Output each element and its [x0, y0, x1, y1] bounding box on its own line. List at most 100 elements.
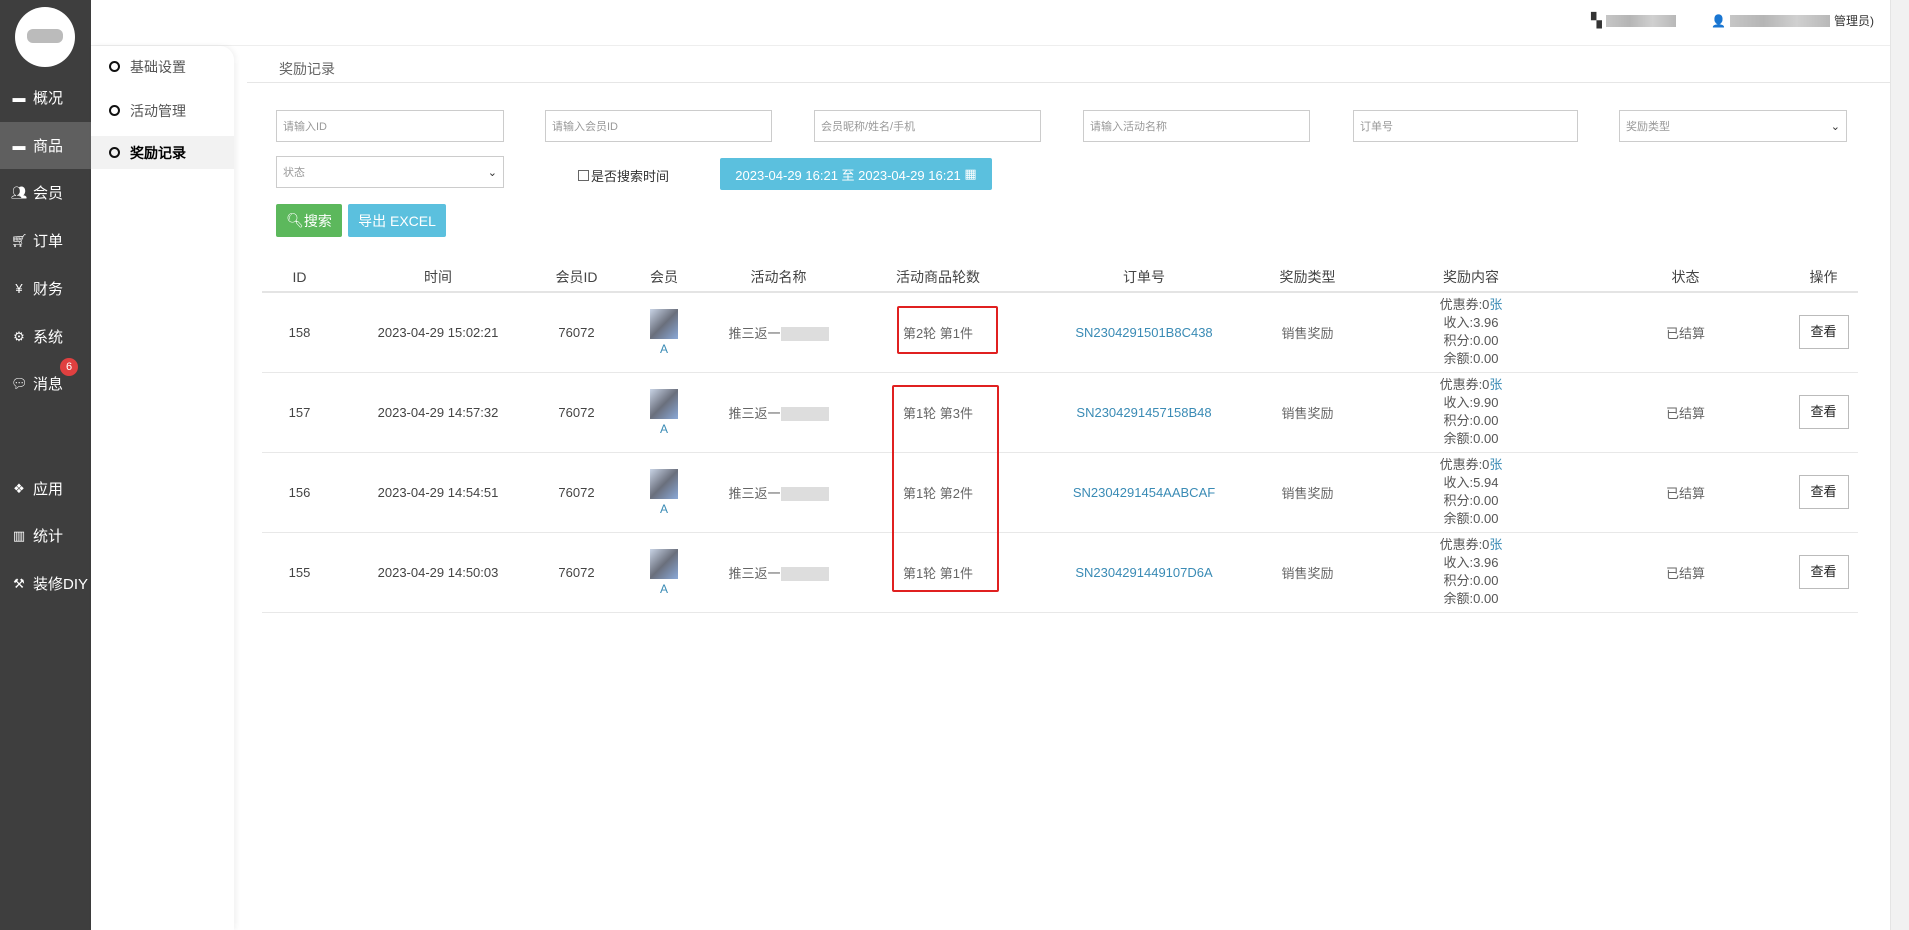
divider: [247, 82, 1890, 83]
member-id: 76072: [539, 372, 614, 453]
view-button[interactable]: 查看: [1798, 555, 1849, 589]
sidebar-item-9[interactable]: ⚒ 装修DIY: [0, 560, 91, 607]
sidebar-item-label: 概况: [33, 90, 64, 107]
sidebar-item-2[interactable]: 👥︎ 会员: [0, 169, 91, 216]
order-number[interactable]: SN2304291454AABCAF: [1033, 452, 1255, 533]
view-button[interactable]: 查看: [1798, 395, 1849, 429]
shop-switch[interactable]: ▚: [1591, 12, 1680, 29]
activity-text: 推三返一: [728, 405, 781, 421]
yen-icon: ¥: [15, 281, 23, 296]
message-badge: 6: [60, 358, 78, 376]
member-cell: A: [614, 452, 714, 533]
sidebar-item-1[interactable]: ▬ 商品: [0, 122, 91, 169]
activity-name-input[interactable]: 请输入活动名称: [1083, 110, 1310, 142]
logo: [15, 7, 75, 67]
selected-value: 奖励类型: [1626, 121, 1670, 133]
action-cell: 查看: [1789, 372, 1858, 453]
search-button[interactable]: 🔍︎ 搜索: [276, 204, 342, 237]
activity-text: 推三返一: [728, 325, 781, 341]
activity-name: 推三返一: [714, 292, 843, 373]
record-id: 157: [262, 372, 337, 453]
sidebar-item-7[interactable]: ❖ 应用: [0, 465, 91, 512]
subnav-activity-management[interactable]: 活动管理: [91, 94, 234, 127]
activity-name: 推三返一: [714, 532, 843, 613]
order-link[interactable]: SN2304291457158B48: [1076, 404, 1212, 420]
points: 积分:0.00: [1443, 413, 1499, 428]
member-name[interactable]: A: [659, 421, 668, 436]
scrollbar[interactable]: [1890, 0, 1909, 930]
member-name[interactable]: A: [659, 341, 668, 356]
reward-records-table: ID 时间 会员ID 会员 活动名称 活动商品轮数 订单号 奖励类型 奖励内容 状态 操作 158 …: [262, 262, 1858, 613]
table-row: 158 2023-04-29 15:02:21 76072 A 推三返一 第2轮…: [262, 292, 1858, 373]
sidebar-item-label: 装修DIY: [33, 576, 89, 593]
order-link[interactable]: SN2304291449107D6A: [1075, 564, 1213, 580]
placeholder: 会员昵称/姓名/手机: [821, 121, 916, 133]
checkbox-box[interactable]: [578, 170, 589, 181]
reward-type-select[interactable]: 奖励类型 ⌄: [1619, 110, 1847, 142]
order-link[interactable]: SN2304291454AABCAF: [1072, 484, 1216, 500]
user-menu[interactable]: 👤 管理员): [1711, 12, 1874, 29]
bar-chart-icon: ▥: [12, 527, 26, 543]
highlight-box: [897, 306, 998, 354]
order-number[interactable]: SN2304291457158B48: [1033, 372, 1255, 453]
column-header: ID: [262, 262, 337, 293]
subnav-label: 活动管理: [130, 102, 186, 119]
order-link[interactable]: SN2304291501B8C438: [1075, 324, 1213, 340]
reward-type: 销售奖励: [1255, 452, 1360, 533]
sidebar-item-label: 会员: [33, 185, 64, 202]
cubes-icon: ❖: [13, 480, 25, 496]
member-name[interactable]: A: [659, 501, 668, 516]
avatar: [650, 388, 678, 419]
highlight-box: [892, 385, 999, 592]
table-row: 157 2023-04-29 14:57:32 76072 A 推三返一 第1轮…: [262, 372, 1858, 453]
coupon: 优惠券:0: [1439, 297, 1490, 313]
subnav-basic-settings[interactable]: 基础设置: [91, 50, 234, 83]
member-input[interactable]: 会员昵称/姓名/手机: [814, 110, 1041, 142]
chevron-down-icon: ⌄: [1830, 120, 1840, 133]
order-number[interactable]: SN2304291501B8C438: [1033, 292, 1255, 373]
date-range-picker[interactable]: 2023-04-29 16:21 至 2023-04-29 16:21 ▦: [720, 158, 992, 190]
sidebar-item-6[interactable]: 💬︎ 消息: [0, 360, 91, 407]
column-header: 状态: [1582, 262, 1789, 293]
balance: 余额:0.00: [1443, 431, 1499, 446]
order-number-input[interactable]: 订单号: [1353, 110, 1578, 142]
reward-type: 销售奖励: [1255, 292, 1360, 373]
points: 积分:0.00: [1443, 493, 1499, 508]
column-header: 会员: [614, 262, 714, 293]
balance: 余额:0.00: [1443, 351, 1499, 367]
column-header: 活动名称: [714, 262, 843, 293]
view-button[interactable]: 查看: [1798, 315, 1849, 350]
column-header: 操作: [1789, 262, 1858, 293]
member-name[interactable]: A: [659, 581, 668, 596]
income: 收入:3.96: [1443, 555, 1499, 570]
sidebar-item-label: 统计: [33, 528, 64, 545]
points: 积分:0.00: [1443, 573, 1499, 588]
sidebar-item-label: 订单: [33, 233, 64, 250]
action-cell: 查看: [1789, 292, 1858, 373]
coupon: 优惠券:0: [1439, 457, 1490, 472]
avatar: [650, 468, 678, 499]
coupon-unit: 张: [1489, 537, 1503, 552]
circle-icon: [109, 105, 120, 116]
coupon-unit: 张: [1489, 377, 1503, 392]
subnav-label: 奖励记录: [130, 144, 186, 161]
sidebar-item-8[interactable]: ▥ 统计: [0, 512, 91, 559]
member-id-input[interactable]: 请输入会员ID: [545, 110, 772, 142]
member-cell: A: [614, 372, 714, 453]
status: 已结算: [1582, 452, 1789, 533]
user-role: 管理员): [1833, 14, 1874, 28]
sidebar-item-3[interactable]: 🛒︎ 订单: [0, 217, 91, 264]
placeholder: 请输入活动名称: [1090, 121, 1167, 133]
activity-name: 推三返一: [714, 372, 843, 453]
sidebar-item-4[interactable]: ¥ 财务: [0, 265, 91, 312]
subnav-reward-records[interactable]: 奖励记录: [91, 136, 234, 169]
sidebar-item-0[interactable]: ▬ 概况: [0, 74, 91, 121]
order-number[interactable]: SN2304291449107D6A: [1033, 532, 1255, 613]
sidebar-item-5[interactable]: ⚙ 系统: [0, 313, 91, 360]
id-input[interactable]: 请输入ID: [276, 110, 504, 142]
search-time-checkbox[interactable]: 是否搜索时间: [578, 166, 669, 185]
view-button[interactable]: 查看: [1798, 475, 1849, 509]
status-select[interactable]: 状态 ⌄: [276, 156, 504, 188]
export-excel-button[interactable]: 导出 EXCEL: [348, 204, 446, 237]
income: 收入:3.96: [1443, 315, 1499, 331]
